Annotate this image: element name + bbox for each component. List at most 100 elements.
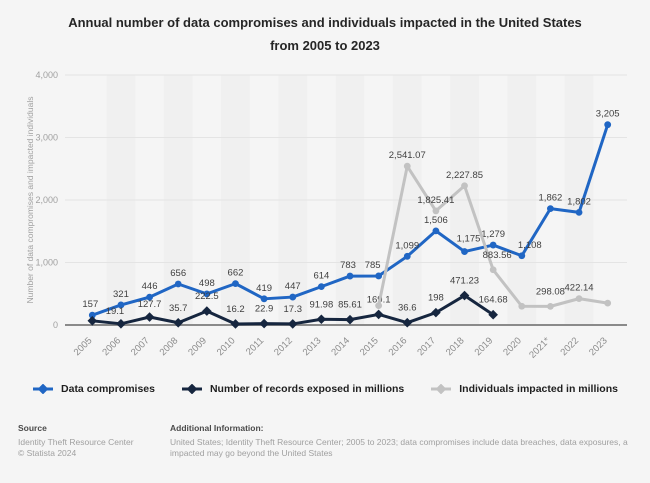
data-point-marker (432, 207, 440, 215)
data-point-marker (174, 280, 182, 288)
y-tick-label: 1,000 (35, 258, 58, 268)
data-label: 1,802 (567, 196, 591, 207)
additional-info-line1: United States; Identity Theft Resource C… (170, 437, 628, 447)
x-tick-label: 2009 (186, 335, 209, 358)
data-label: 422.14 (565, 283, 594, 294)
data-point-marker (203, 290, 211, 298)
series-line-data-compromises (90, 123, 610, 317)
x-tick-label: 2016 (387, 335, 410, 358)
data-label: 22.9 (255, 304, 274, 315)
x-tick-label: 2022 (558, 335, 581, 358)
data-point-marker (488, 309, 498, 320)
copyright: © Statista 2024 (18, 448, 77, 458)
data-label: 1,099 (395, 240, 419, 251)
data-point-marker (346, 272, 354, 280)
data-label: 1,506 (424, 215, 448, 226)
data-point-marker (403, 252, 411, 260)
data-point-marker (575, 295, 583, 303)
data-label: 1,279 (481, 229, 505, 240)
data-point-marker (173, 317, 184, 328)
legend: Data compromises Number of records expos… (0, 383, 650, 395)
x-tick-label: 2021* (527, 335, 553, 361)
data-point-marker (144, 312, 155, 322)
data-point-marker (375, 302, 383, 310)
legend-label: Number of records exposed in millions (209, 383, 405, 395)
chart-title-line2: from 2005 to 2023 (270, 38, 380, 53)
data-point-marker (289, 293, 297, 301)
footer-additional-block: Additional Information: United States; I… (170, 423, 650, 459)
data-label: 35.7 (169, 303, 188, 314)
data-label: 157 (82, 299, 98, 310)
data-point-marker (87, 316, 98, 326)
x-tick-label: 2020 (501, 335, 524, 358)
data-label: 447 (285, 281, 301, 292)
data-label: 164.68 (479, 295, 508, 306)
data-label: 2,227.85 (446, 170, 483, 181)
data-point-marker (403, 162, 411, 170)
data-point-marker (431, 307, 441, 318)
data-point-marker (259, 318, 269, 329)
x-tick-label: 2018 (444, 335, 467, 358)
data-point-marker (116, 318, 126, 329)
data-point-marker (260, 295, 268, 303)
chart-title: Annual number of data compromises and in… (0, 11, 650, 57)
x-tick-label: 2007 (129, 335, 152, 358)
x-tick-label: 2008 (158, 335, 181, 358)
data-label: 783 (340, 260, 356, 271)
data-point-marker (489, 241, 497, 249)
x-tick-label: 2017 (415, 335, 438, 358)
series-line-individuals-impacted-in-millions (377, 164, 610, 308)
footer-source-block: Source Identity Theft Resource Center © … (18, 423, 168, 459)
data-label: 498 (199, 278, 215, 289)
chart-title-line1: Annual number of data compromises and in… (68, 15, 582, 30)
additional-info-label: Additional Information: (170, 423, 264, 433)
series-data-compromises: 157 321 446 656 498 662 419 447 614 783 785 1,099 1,… (82, 109, 620, 319)
data-point-marker (489, 266, 497, 274)
data-point-marker (146, 293, 153, 301)
data-point-marker (345, 314, 355, 325)
data-label: 419 (256, 283, 272, 294)
series-line-number-of-records-exposed-in-millions (90, 294, 495, 326)
data-label: 198 (428, 293, 444, 304)
legend-marker-icon (431, 384, 452, 394)
legend-item-number-of-records-exposed-in-millions: Number of records exposed in millions (181, 383, 404, 395)
series-individuals-impacted-in-millions: 2,541.07 1,825.41 2,227.85 883.56 298.08 422.… (375, 150, 612, 310)
legend-marker-icon (181, 384, 202, 394)
data-point-marker (461, 182, 468, 190)
data-label: 36.6 (398, 303, 417, 314)
y-tick-label: 3,000 (35, 133, 58, 143)
data-label: 1,862 (539, 193, 563, 204)
data-label: 471.23 (450, 276, 479, 287)
data-point-marker (547, 205, 554, 213)
legend-label: Data compromises (61, 383, 155, 395)
data-label: 3,205 (596, 109, 620, 120)
data-label: 446 (142, 281, 158, 292)
x-tick-label: 2006 (100, 335, 123, 358)
x-tick-label: 2005 (72, 335, 95, 358)
data-point-marker (202, 306, 212, 316)
data-label: 2,541.07 (389, 150, 426, 161)
data-point-marker (287, 319, 298, 329)
x-tick-label: 2012 (272, 335, 295, 358)
data-point-marker (604, 299, 612, 307)
y-tick-label: 2,000 (35, 195, 58, 205)
source-label: Source (18, 423, 47, 433)
y-axis-title: Number of data compromises and impacted … (25, 97, 35, 304)
x-tick-label: 2014 (329, 335, 352, 358)
data-point-marker (604, 121, 612, 129)
data-label: 1,175 (457, 234, 481, 245)
data-label: 169.1 (367, 294, 391, 305)
legend-item-data-compromises: Data compromises (32, 383, 155, 395)
data-label: 1,108 (518, 240, 542, 251)
data-point-marker (402, 317, 413, 328)
legend-label: Individuals impacted in millions (459, 383, 618, 395)
data-label: 883.56 (483, 250, 512, 261)
series-number-of-records-exposed-in-millions: 19.1 127.7 35.7 222.5 16.2 22.9 17.3 91.98 85.61… (87, 276, 508, 329)
y-tick-label: 0 (53, 320, 58, 330)
data-point-marker (518, 302, 526, 310)
data-point-marker (375, 272, 383, 280)
x-tick-label: 2010 (215, 335, 238, 358)
data-label: 85.61 (338, 300, 362, 311)
x-tick-label: 2019 (473, 335, 496, 358)
